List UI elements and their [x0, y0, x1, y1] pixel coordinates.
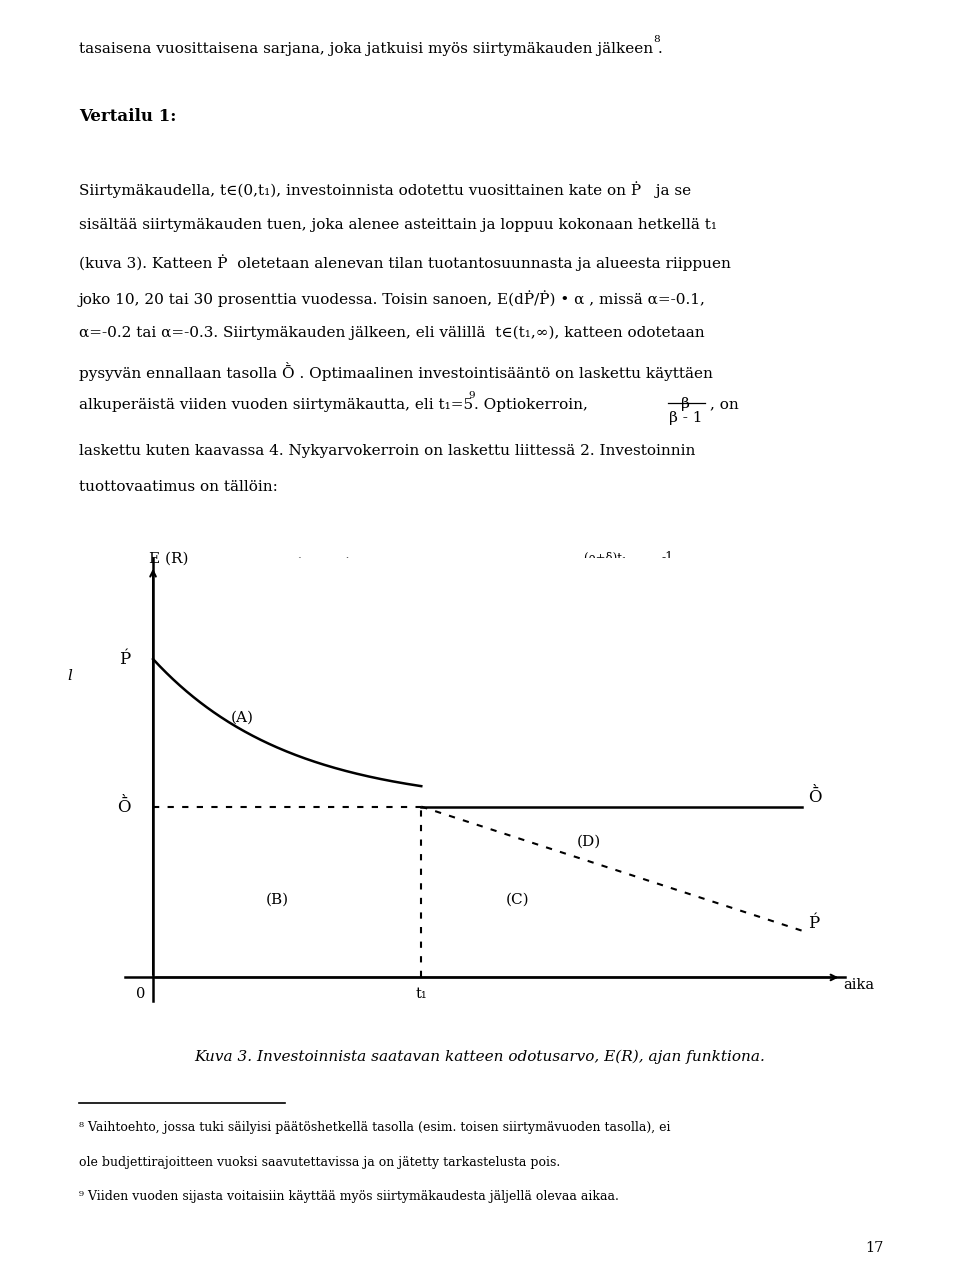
Text: 8: 8	[653, 35, 660, 44]
Text: tasaisena vuosittaisena sarjana, joka jatkuisi myös siirtymäkauden jälkeen: tasaisena vuosittaisena sarjana, joka ja…	[79, 42, 653, 56]
Text: ]: ]	[648, 558, 659, 582]
Text: ): )	[344, 558, 354, 582]
Text: E (R): E (R)	[149, 552, 188, 566]
Text: (A): (A)	[230, 711, 253, 725]
Text: , on: , on	[710, 396, 739, 411]
Text: β - 1: β - 1	[669, 411, 702, 425]
Text: β - 1: β - 1	[300, 584, 337, 600]
Text: aika: aika	[844, 978, 875, 992]
Text: Kuva 3. Investoinnista saatavan katteen odotusarvo, E(R), ajan funktiona.: Kuva 3. Investoinnista saatavan katteen …	[195, 1049, 765, 1064]
Text: 17: 17	[865, 1241, 883, 1255]
Text: α=-0.2 tai α=-0.3. Siirtymäkauden jälkeen, eli välillä  t∈(t₁,∞), katteen odotet: α=-0.2 tai α=-0.3. Siirtymäkauden jälkee…	[79, 326, 705, 340]
Text: β: β	[314, 562, 324, 579]
Text: t₁: t₁	[416, 987, 427, 1001]
Text: Ṕ: Ṕ	[808, 915, 819, 931]
Text: .: .	[658, 42, 662, 56]
Text: (C): (C)	[506, 893, 530, 907]
Text: e: e	[459, 572, 468, 589]
Text: β: β	[681, 396, 690, 411]
Text: (ρ + δ - α): (ρ + δ - α)	[353, 572, 438, 589]
Text: ⁸ Vaihtoehto, jossa tuki säilyisi päätöshetkellä tasolla (esim. toisen siirtymäv: ⁸ Vaihtoehto, jossa tuki säilyisi päätös…	[79, 1121, 670, 1134]
Text: Ṑ: Ṑ	[808, 788, 822, 806]
Text: alkuperäistä viiden vuoden siirtymäkautta, eli t₁=5: alkuperäistä viiden vuoden siirtymäkautt…	[79, 398, 473, 412]
Text: l: l	[67, 668, 72, 683]
Text: (: (	[292, 558, 302, 582]
Text: Ṑ: Ṑ	[224, 565, 237, 582]
Text: -αt₁: -αt₁	[473, 559, 494, 572]
Text: α e: α e	[542, 562, 568, 579]
Text: Vertailu 1:: Vertailu 1:	[79, 109, 176, 126]
Text: tuottovaatimus on tällöin:: tuottovaatimus on tällöin:	[79, 480, 277, 494]
Text: ≥: ≥	[255, 572, 271, 590]
Text: 0: 0	[135, 987, 145, 1001]
Text: ⁹ Viiden vuoden sijasta voitaisiin käyttää myös siirtymäkaudesta jäljellä olevaa: ⁹ Viiden vuoden sijasta voitaisiin käytt…	[79, 1191, 618, 1203]
Text: (kuva 3). Katteen Ṗ  oletetaan alenevan tilan tuotantosuunnasta ja alueesta riip: (kuva 3). Katteen Ṗ oletetaan alenevan t…	[79, 254, 731, 271]
Text: sisältää siirtymäkauden tuen, joka alenee asteittain ja loppuu kokonaan hetkellä: sisältää siirtymäkauden tuen, joka alene…	[79, 218, 717, 231]
Text: Siirtymäkaudella, t∈(0,t₁), investoinnista odotettu vuosittainen kate on Ṗ   ja : Siirtymäkaudella, t∈(0,t₁), investoinnis…	[79, 181, 691, 199]
Text: 9: 9	[468, 390, 475, 399]
Text: joko 10, 20 tai 30 prosenttia vuodessa. Toisin sanoen, E(dṖ/Ṗ) • α , missä α=-0.: joko 10, 20 tai 30 prosenttia vuodessa. …	[79, 290, 706, 307]
Text: . Optiokerroin,: . Optiokerroin,	[474, 398, 588, 412]
Text: ρ + δ: ρ + δ	[547, 584, 591, 600]
Text: -(ρ+δ)t₁: -(ρ+δ)t₁	[581, 553, 628, 566]
Text: ole budjettirajoitteen vuoksi saavutettavissa ja on jätetty tarkastelusta pois.: ole budjettirajoitteen vuoksi saavutetta…	[79, 1156, 560, 1169]
Text: (D): (D)	[577, 834, 601, 848]
Text: Ṑ: Ṑ	[117, 798, 131, 816]
Text: -1: -1	[661, 552, 674, 565]
Text: Ṕ: Ṕ	[119, 650, 131, 667]
Text: [: [	[443, 558, 453, 582]
Text: I: I	[227, 582, 234, 599]
Text: -: -	[512, 572, 517, 589]
Text: pysyvän ennallaan tasolla Ṑ . Optimaalinen investointisääntö on laskettu käyttäe: pysyvän ennallaan tasolla Ṑ . Optimaalin…	[79, 362, 712, 381]
Text: laskettu kuten kaavassa 4. Nykyarvokerroin on laskettu liittessä 2. Investoinnin: laskettu kuten kaavassa 4. Nykyarvokerro…	[79, 444, 695, 458]
Text: (B): (B)	[266, 893, 289, 907]
